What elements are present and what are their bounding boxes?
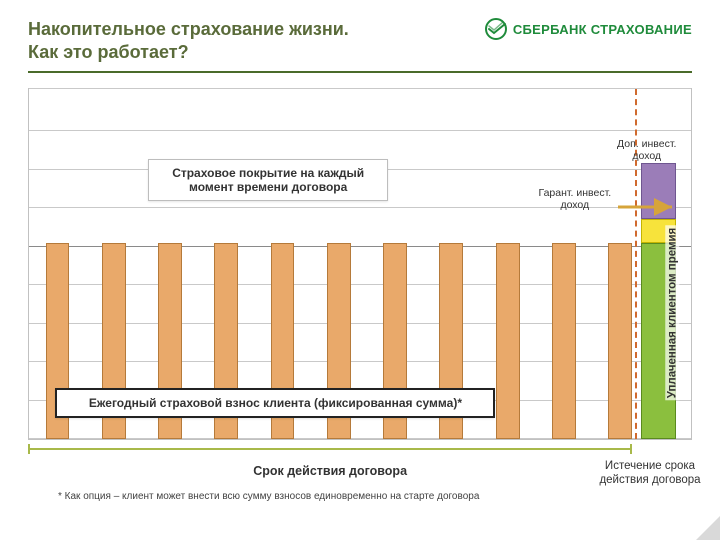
brand-text: СБЕРБАНК СТРАХОВАНИЕ [513, 22, 692, 37]
page-corner-fold [696, 516, 720, 540]
chart-frame: Уплаченная клиентом премия Страховое пок… [28, 88, 692, 440]
header-rule [28, 71, 692, 73]
title-line2: Как это работает? [28, 42, 189, 62]
contract-term-label: Срок действия договора [28, 464, 632, 478]
addl-income-label: Доп. инвест. доход [606, 138, 688, 162]
brand-logo: СБЕРБАНК СТРАХОВАНИЕ [485, 18, 692, 40]
guarant-arrow [618, 198, 678, 216]
chart-stage: Уплаченная клиентом премия Страховое пок… [28, 80, 692, 482]
header: Накопительное страхование жизни. Как это… [0, 0, 720, 71]
guarant-income-label: Гарант. инвест. доход [525, 187, 625, 211]
annual-contrib-callout: Ежегодный страховой взнос клиента (фикси… [55, 388, 495, 418]
page-title: Накопительное страхование жизни. Как это… [28, 18, 349, 63]
footnote: * Как опция – клиент может внести всю су… [58, 491, 479, 502]
expiry-label: Истечение срока действия договора [590, 460, 710, 488]
sberbank-icon [485, 18, 507, 40]
coverage-arrow [29, 89, 691, 439]
contract-term-bracket [28, 444, 632, 454]
title-line1: Накопительное страхование жизни. [28, 19, 349, 39]
